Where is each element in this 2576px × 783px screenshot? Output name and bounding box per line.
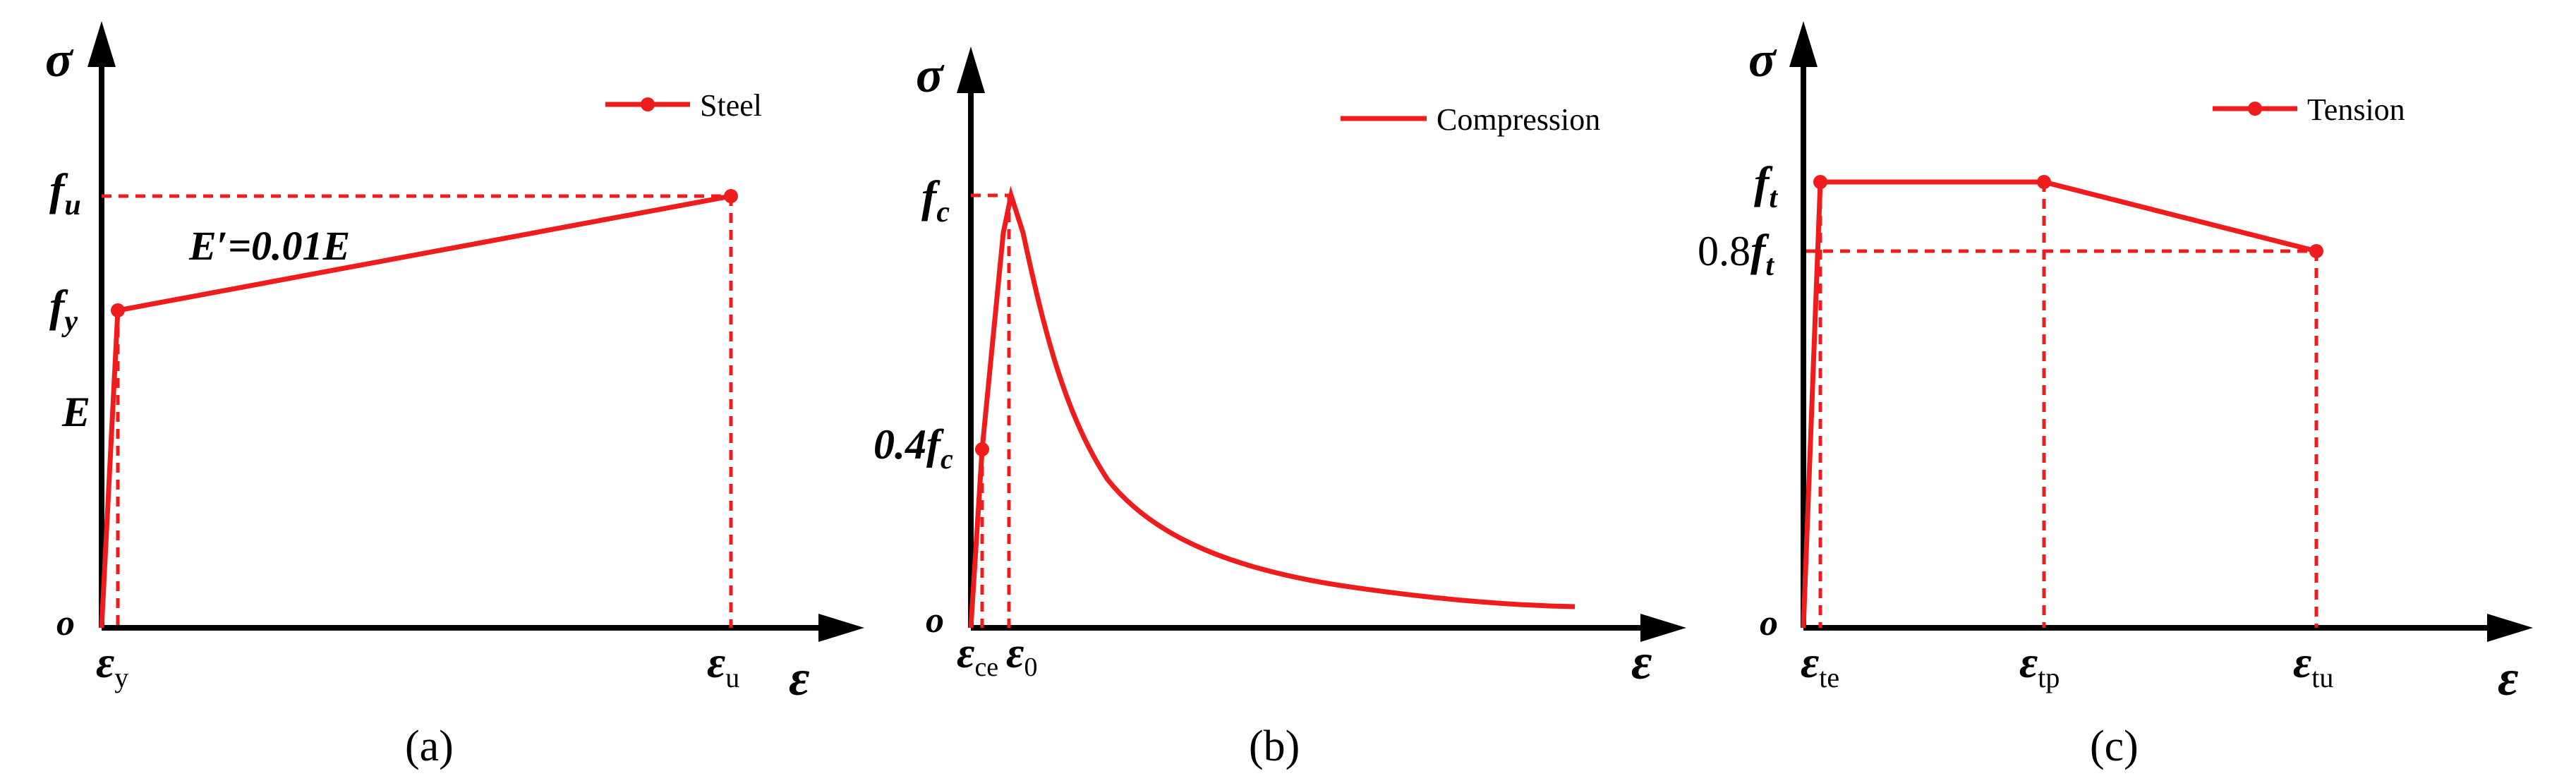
panel-a-eps-u-label: εu — [707, 637, 739, 693]
panel-c-y-arrow — [1789, 21, 1818, 67]
panel-a-x-arrow — [818, 614, 864, 642]
panel-b-x-axis-label: ε — [1631, 633, 1652, 690]
panel-a-x-axis-label: ε — [789, 650, 810, 706]
panel-a-y-axis-label: σ — [45, 31, 74, 87]
panel-a-legend-label: Steel — [700, 88, 762, 123]
panel-c-y-axis-label: σ — [1748, 31, 1777, 87]
panel-c-08ft-label: 0.8ft — [1698, 225, 1774, 282]
panel-b-eps-ce-label: εce — [957, 629, 998, 682]
panel-a-steel: σ ε o Steel fu fy E E′=0.01E εy εu (a) — [45, 21, 864, 770]
panel-c-tension-curve — [1801, 179, 2317, 629]
panel-a-caption: (a) — [405, 722, 454, 770]
panel-c-ultimate-point — [2309, 244, 2323, 258]
panel-c-legend-marker — [2248, 102, 2262, 116]
panel-a-fu-label: fu — [49, 164, 81, 221]
panel-a-y-arrow — [87, 21, 116, 67]
panel-c-eps-tu-label: εtu — [2293, 637, 2333, 693]
panel-c-tension: σ ε o Tension ft 0.8ft εte εtp εtu (c) — [1698, 21, 2533, 770]
panel-a-ultimate-point — [724, 189, 738, 203]
panel-a-e-label: E — [61, 389, 90, 435]
panel-b-legend-label: Compression — [1437, 102, 1600, 137]
panel-b-origin-label: o — [926, 600, 944, 641]
panel-c-eps-tp-label: εtp — [2019, 637, 2060, 693]
panel-c-x-axis-label: ε — [2498, 650, 2519, 706]
panel-c-plateau-end-point — [2037, 175, 2051, 189]
panel-a-eps-y-label: εy — [96, 637, 128, 693]
panel-c-caption: (c) — [2090, 722, 2139, 770]
panel-c-legend-label: Tension — [2307, 92, 2405, 127]
panel-b-caption: (b) — [1249, 722, 1300, 770]
panel-b-eps-0-label: ε0 — [1006, 629, 1037, 682]
panel-a-yield-point — [111, 303, 125, 317]
panel-b-compression: σ ε o Compression fc 0.4fc εce ε0 (b) — [873, 47, 1686, 770]
panel-b-y-axis-label: σ — [916, 47, 945, 103]
panel-b-x-arrow — [1640, 614, 1686, 642]
panel-a-fy-label: fy — [49, 281, 78, 338]
panel-b-compression-curve — [968, 186, 1576, 629]
panel-c-ft-label: ft — [1754, 157, 1778, 214]
panel-b-04fc-point — [975, 442, 989, 456]
panel-b-fc-label: fc — [921, 171, 950, 229]
panel-c-x-arrow — [2487, 614, 2533, 642]
panel-a-legend-marker — [641, 97, 655, 111]
panel-c-origin-label: o — [1760, 603, 1778, 643]
panel-c-eps-te-label: εte — [1801, 637, 1839, 693]
panel-a-origin-label: o — [56, 603, 75, 643]
panel-b-y-arrow — [957, 47, 985, 93]
panel-b-04fc-label: 0.4fc — [873, 421, 953, 475]
panel-a-slope-label: E′=0.01E — [188, 223, 350, 269]
panel-c-peak-point — [1813, 175, 1827, 189]
